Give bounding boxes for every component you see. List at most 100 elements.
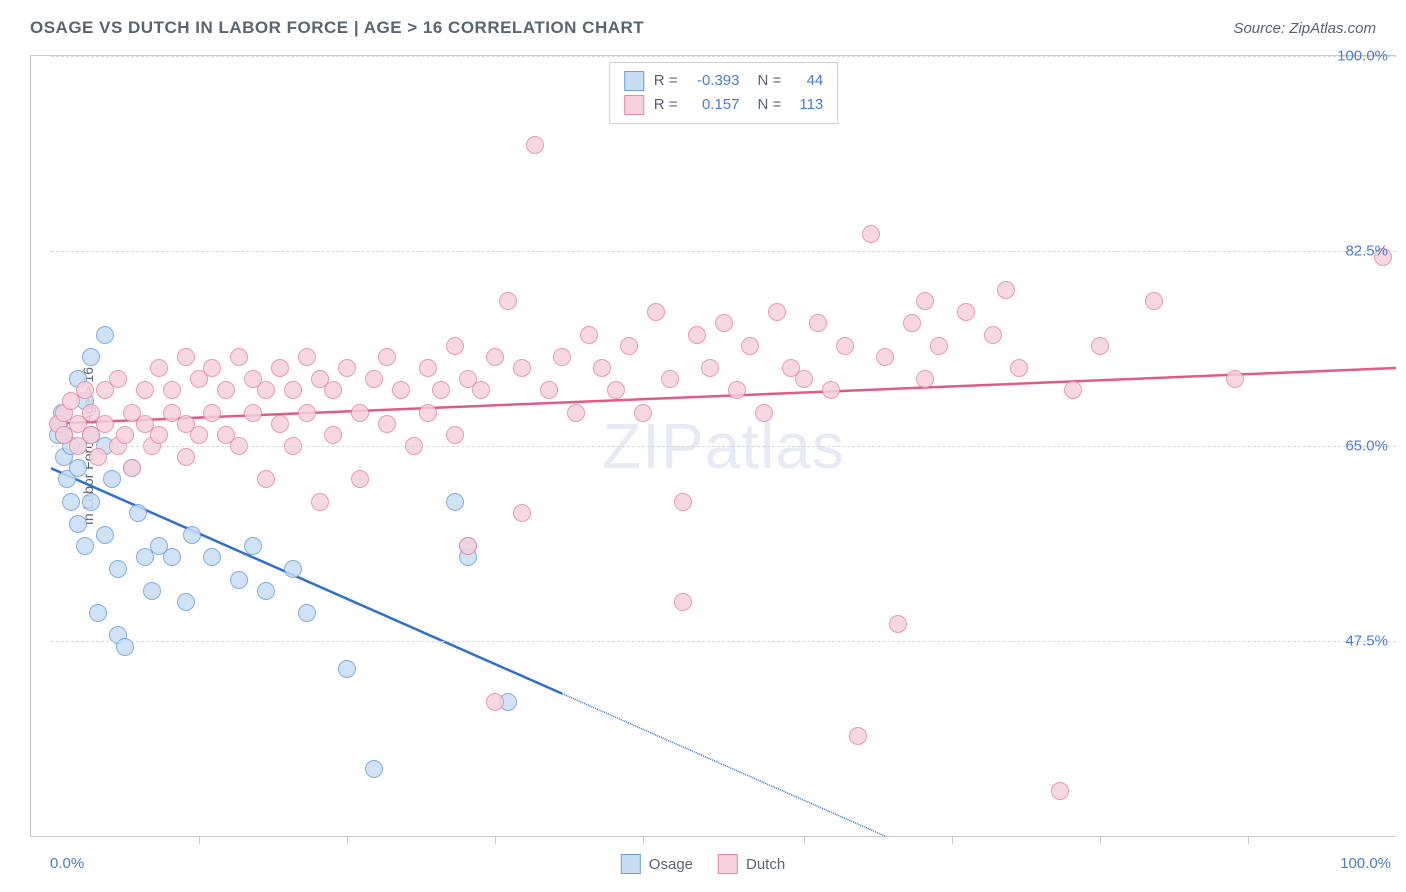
- data-point: [163, 381, 181, 399]
- data-point: [150, 426, 168, 444]
- x-tick: [1248, 836, 1249, 844]
- data-point: [419, 359, 437, 377]
- data-point: [1226, 370, 1244, 388]
- chart-title: OSAGE VS DUTCH IN LABOR FORCE | AGE > 16…: [30, 18, 644, 38]
- x-tick: [804, 836, 805, 844]
- data-point: [1051, 782, 1069, 800]
- x-tick: [1100, 836, 1101, 844]
- data-point: [741, 337, 759, 355]
- legend-swatch: [621, 854, 641, 874]
- data-point: [1064, 381, 1082, 399]
- data-point: [876, 348, 894, 366]
- data-point: [957, 303, 975, 321]
- data-point: [862, 225, 880, 243]
- data-point: [1145, 292, 1163, 310]
- data-point: [526, 136, 544, 154]
- y-tick-label: 100.0%: [1337, 48, 1388, 65]
- data-point: [513, 504, 531, 522]
- stat-n-value: 113: [791, 93, 823, 117]
- data-point: [190, 426, 208, 444]
- stats-row: R =0.157N =113: [624, 93, 824, 117]
- stat-r-value: 0.157: [688, 93, 740, 117]
- data-point: [849, 727, 867, 745]
- data-point: [795, 370, 813, 388]
- data-point: [567, 404, 585, 422]
- data-point: [365, 370, 383, 388]
- data-point: [284, 560, 302, 578]
- data-point: [674, 493, 692, 511]
- data-point: [647, 303, 665, 321]
- data-point: [499, 292, 517, 310]
- stat-n-label: N =: [758, 69, 782, 93]
- data-point: [89, 604, 107, 622]
- legend-swatch: [624, 95, 644, 115]
- data-point: [129, 504, 147, 522]
- data-point: [419, 404, 437, 422]
- data-point: [486, 348, 504, 366]
- data-point: [257, 470, 275, 488]
- data-point: [836, 337, 854, 355]
- data-point: [123, 459, 141, 477]
- source-attribution: Source: ZipAtlas.com: [1233, 20, 1376, 37]
- data-point: [298, 348, 316, 366]
- data-point: [984, 326, 1002, 344]
- legend-item: Osage: [621, 854, 693, 874]
- data-point: [177, 348, 195, 366]
- gridline: [51, 56, 1396, 57]
- x-axis-min-label: 0.0%: [50, 855, 84, 872]
- x-tick: [495, 836, 496, 844]
- x-tick: [347, 836, 348, 844]
- data-point: [89, 448, 107, 466]
- data-point: [257, 582, 275, 600]
- data-point: [446, 493, 464, 511]
- gridline: [51, 446, 1396, 447]
- legend-label: Osage: [649, 856, 693, 873]
- data-point: [446, 337, 464, 355]
- data-point: [338, 660, 356, 678]
- data-point: [257, 381, 275, 399]
- data-point: [553, 348, 571, 366]
- data-point: [230, 348, 248, 366]
- data-point: [217, 381, 235, 399]
- data-point: [284, 381, 302, 399]
- data-point: [889, 615, 907, 633]
- data-point: [324, 426, 342, 444]
- y-tick-label: 47.5%: [1345, 633, 1388, 650]
- stat-r-label: R =: [654, 93, 678, 117]
- legend-label: Dutch: [746, 856, 785, 873]
- data-point: [109, 560, 127, 578]
- data-point: [580, 326, 598, 344]
- data-point: [903, 314, 921, 332]
- data-point: [203, 548, 221, 566]
- data-point: [822, 381, 840, 399]
- data-point: [150, 359, 168, 377]
- legend: Osage Dutch: [621, 854, 785, 874]
- data-point: [163, 548, 181, 566]
- data-point: [338, 359, 356, 377]
- x-axis-max-label: 100.0%: [1340, 855, 1391, 872]
- data-point: [486, 693, 504, 711]
- data-point: [472, 381, 490, 399]
- data-point: [177, 593, 195, 611]
- data-point: [432, 381, 450, 399]
- data-point: [230, 571, 248, 589]
- data-point: [96, 526, 114, 544]
- x-tick: [952, 836, 953, 844]
- data-point: [459, 537, 477, 555]
- data-point: [298, 604, 316, 622]
- x-tick: [643, 836, 644, 844]
- data-point: [69, 515, 87, 533]
- data-point: [76, 537, 94, 555]
- data-point: [62, 493, 80, 511]
- data-point: [96, 415, 114, 433]
- gridline: [51, 641, 1396, 642]
- data-point: [82, 348, 100, 366]
- data-point: [203, 359, 221, 377]
- data-point: [116, 426, 134, 444]
- stat-n-value: 44: [791, 69, 823, 93]
- data-point: [351, 470, 369, 488]
- stats-row: R =-0.393N =44: [624, 69, 824, 93]
- data-point: [620, 337, 638, 355]
- data-point: [513, 359, 531, 377]
- legend-swatch: [718, 854, 738, 874]
